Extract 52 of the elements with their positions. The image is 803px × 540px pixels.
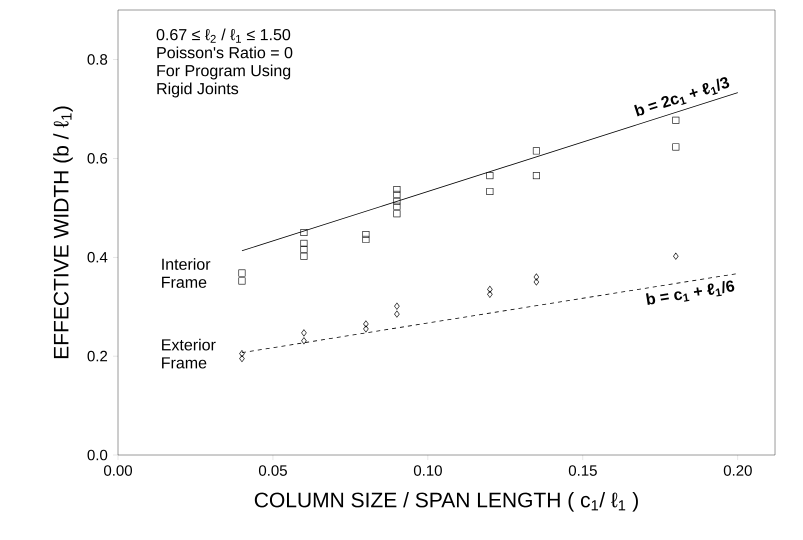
point	[532, 147, 540, 154]
x-tick-label: 0.10	[414, 465, 442, 476]
x-tick-label: 0.05	[258, 465, 287, 476]
x-tick-label: 0.15	[568, 465, 597, 476]
point	[362, 230, 370, 238]
point	[672, 116, 680, 124]
point	[300, 246, 308, 253]
point	[486, 172, 494, 180]
x-axis-title: COLUMN SIZE / SPAN LENGTH ( c$_{1}$/ ℓ$_{1}$ )	[254, 492, 638, 512]
x-tick-label: 0.20	[724, 465, 752, 476]
point	[393, 210, 400, 218]
point	[300, 240, 308, 247]
annotation: 0.67 ≤ ℓ$_{2}$ / ℓ$_{1}$ ≤ 1.50	[156, 28, 290, 43]
point	[301, 337, 307, 344]
y-axis-title: EFFECTIVE WIDTH (b / ℓ$_{1}$)	[53, 106, 73, 358]
series-label: Interior Frame	[162, 258, 210, 288]
point	[486, 188, 494, 195]
point	[393, 190, 400, 198]
y-tick-label: 0.2	[88, 350, 108, 362]
annotation: Rigid Joints	[157, 82, 238, 98]
point	[393, 186, 400, 193]
point	[487, 286, 493, 293]
annotation: For Program Using	[157, 64, 290, 80]
y-tick-label: 0.6	[88, 153, 108, 164]
point	[393, 198, 400, 205]
point	[393, 202, 400, 210]
point	[301, 329, 307, 336]
point	[300, 252, 308, 260]
y-tick-label: 0.0	[88, 450, 108, 460]
point	[672, 143, 680, 150]
text: b = c$_{1}$ + ℓ$_{1}$/6	[646, 280, 734, 305]
point	[534, 274, 540, 280]
point	[363, 320, 369, 328]
point	[394, 302, 400, 310]
point	[239, 350, 245, 358]
annotation: Poisson's Ratio = 0	[157, 46, 292, 58]
point	[238, 277, 246, 284]
x-tick-label: 0.00	[104, 465, 132, 476]
point	[487, 290, 493, 298]
point	[532, 172, 540, 180]
y-tick-label: 0.4	[88, 252, 108, 263]
text: b = 2c$_{1}$ + ℓ$_{1}$/3	[634, 77, 730, 116]
point	[362, 236, 370, 243]
point	[394, 310, 400, 318]
point	[239, 355, 245, 362]
series-label: Exterior Frame	[162, 338, 216, 369]
y-tick-label: 0.8	[88, 54, 108, 65]
point	[673, 252, 679, 260]
point	[300, 229, 308, 236]
point	[363, 325, 369, 332]
point	[238, 270, 246, 277]
point	[534, 278, 540, 286]
